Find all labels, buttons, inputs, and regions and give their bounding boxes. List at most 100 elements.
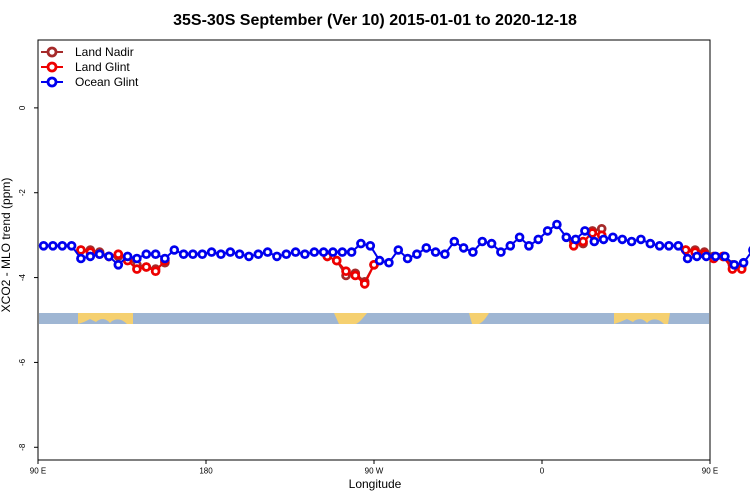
legend-label: Land Nadir — [75, 45, 134, 59]
data-point — [449, 236, 460, 247]
data-point — [169, 245, 180, 255]
data-point — [458, 243, 469, 253]
data-point — [225, 247, 236, 257]
series-ocean-glint — [38, 219, 750, 270]
data-point — [141, 262, 152, 272]
data-point — [496, 247, 506, 257]
data-point — [132, 264, 142, 274]
data-point — [365, 241, 376, 251]
data-point — [57, 241, 68, 251]
data-point — [76, 253, 86, 264]
data-point — [346, 247, 357, 257]
data-point — [178, 249, 189, 260]
data-point — [608, 232, 618, 243]
data-point — [533, 234, 544, 245]
data-point — [150, 249, 161, 260]
data-point — [412, 249, 422, 260]
legend-item: Land Nadir — [41, 45, 134, 59]
data-point — [524, 241, 534, 251]
land-ocean-mask-band — [39, 313, 709, 324]
land-patch-south-america — [334, 313, 367, 324]
data-point — [374, 255, 385, 266]
data-point — [617, 234, 628, 245]
data-point — [710, 251, 721, 262]
data-point — [552, 219, 562, 230]
data-point — [430, 247, 441, 257]
data-point — [122, 251, 133, 262]
data-point — [720, 251, 730, 262]
data-point — [701, 251, 712, 262]
data-point — [440, 249, 450, 260]
data-point — [337, 247, 348, 257]
data-point — [692, 251, 702, 262]
y-tick-label: 0 — [18, 105, 27, 110]
data-point — [206, 247, 217, 257]
data-point — [514, 232, 525, 243]
data-point — [356, 238, 366, 249]
data-point — [654, 241, 665, 251]
data-point — [589, 236, 600, 247]
y-tick-label: -4 — [18, 273, 27, 281]
data-point — [318, 247, 329, 257]
data-point — [729, 259, 740, 270]
data-point — [244, 251, 254, 262]
series-land-nadir — [76, 224, 747, 287]
data-point — [486, 238, 497, 249]
legend-item: Land Glint — [41, 60, 130, 74]
data-point — [682, 253, 693, 264]
x-tick-label: 90 W — [365, 467, 384, 476]
ocean-band — [39, 313, 709, 324]
data-point — [272, 251, 282, 262]
legend-marker — [46, 46, 58, 58]
y-tick-label: -6 — [18, 358, 27, 366]
data-point — [570, 234, 581, 245]
data-point — [76, 245, 86, 255]
data-point — [477, 236, 488, 247]
data-point — [113, 249, 124, 260]
data-point — [673, 241, 684, 251]
chart-title: 35S-30S September (Ver 10) 2015-01-01 to… — [173, 12, 577, 29]
data-point — [188, 249, 198, 260]
x-axis: 90 E 180 90 W 0 90 E — [30, 460, 718, 476]
data-point — [331, 255, 342, 266]
y-tick-label: -2 — [18, 189, 27, 197]
data-point — [580, 226, 590, 236]
data-point — [85, 251, 96, 262]
data-point — [328, 247, 338, 257]
data-point — [104, 251, 114, 262]
data-point — [359, 279, 370, 289]
data-point — [38, 241, 49, 251]
x-tick-label: 0 — [540, 467, 545, 476]
data-point — [738, 257, 749, 268]
data-point — [160, 253, 170, 264]
data-point — [384, 257, 394, 268]
data-point — [141, 249, 152, 260]
data-point — [350, 270, 361, 281]
y-axis-label: XCO2 - MLO trend (ppm) — [0, 178, 13, 313]
legend-marker — [46, 61, 58, 73]
data-point — [197, 249, 208, 260]
data-point — [505, 241, 516, 251]
data-point — [300, 249, 310, 260]
land-patch-australia — [78, 313, 133, 324]
series-layer — [38, 219, 750, 289]
data-point — [421, 243, 432, 253]
data-point — [578, 236, 588, 247]
series-line — [43, 223, 750, 267]
data-point — [66, 241, 77, 251]
data-point — [281, 249, 292, 260]
data-point — [561, 232, 572, 243]
data-point — [216, 249, 226, 260]
legend-item: Ocean Glint — [41, 75, 139, 89]
land-patch-australia-repeat — [614, 313, 670, 324]
data-point — [341, 266, 351, 277]
data-point — [664, 241, 674, 251]
x-tick-label: 90 E — [30, 467, 46, 476]
data-point — [113, 259, 124, 270]
data-point — [290, 247, 301, 257]
data-point — [468, 247, 478, 257]
data-point — [598, 234, 609, 245]
legend-marker — [46, 76, 58, 88]
